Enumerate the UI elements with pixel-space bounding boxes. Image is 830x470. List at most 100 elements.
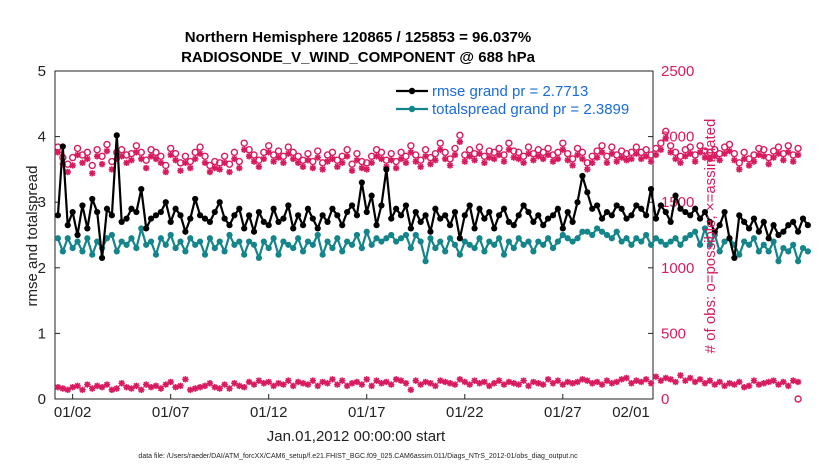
- obs-low-count-marker: [535, 380, 542, 387]
- obs-low-count-marker: [388, 381, 395, 388]
- totalspread-point: [152, 251, 160, 258]
- rmse-point: [304, 205, 312, 212]
- rmse-point: [623, 215, 630, 222]
- totalspread-point: [520, 241, 527, 248]
- obs-possible-marker: [220, 152, 229, 160]
- obs-assimilated-marker: [397, 155, 405, 163]
- rmse-point: [677, 205, 684, 212]
- rmse-point: [603, 208, 611, 216]
- obs-assimilated-marker: [647, 158, 655, 165]
- obs-assimilated-marker: [245, 153, 253, 160]
- rmse-point: [221, 215, 228, 222]
- obs-assimilated-marker: [407, 149, 415, 156]
- obs-assimilated-marker: [142, 164, 150, 172]
- obs-low-count-marker: [402, 380, 410, 387]
- obs-low-count-marker: [716, 378, 723, 386]
- obs-low-count-marker: [167, 378, 174, 386]
- rmse-point: [559, 225, 566, 232]
- totalspread-point: [741, 238, 748, 245]
- totalspread-point: [334, 235, 341, 242]
- obs-low-count-marker: [633, 377, 640, 384]
- obs-assimilated-marker: [402, 159, 410, 167]
- totalspread-point: [628, 241, 635, 248]
- obs-possible-marker: [632, 143, 641, 151]
- totalspread-point: [608, 235, 615, 242]
- totalspread-point: [799, 245, 807, 252]
- obs-assimilated-marker: [446, 162, 454, 169]
- obs-low-count-marker: [147, 383, 155, 391]
- rmse-point: [94, 208, 101, 216]
- obs-low-count-marker: [667, 376, 674, 383]
- totalspread-point: [432, 245, 439, 252]
- x-tick-label: 01/02: [54, 404, 92, 421]
- rmse-point: [726, 235, 733, 242]
- rmse-point: [260, 218, 267, 225]
- rmse-point: [373, 222, 380, 229]
- obs-assimilated-marker: [726, 147, 733, 155]
- totalspread-point: [236, 238, 243, 245]
- rmse-point: [270, 205, 277, 212]
- obs-low-count-marker: [407, 386, 415, 394]
- rmse-point: [422, 212, 429, 219]
- obs-low-count-marker: [574, 378, 581, 386]
- rmse-point: [652, 215, 660, 222]
- obs-assimilated-marker: [437, 146, 444, 153]
- obs-possible-marker: [211, 157, 219, 166]
- obs-low-count-marker: [441, 378, 449, 386]
- obs-possible-marker: [465, 146, 474, 154]
- rmse-point: [187, 215, 194, 222]
- obs-possible-marker: [760, 146, 768, 154]
- obs-assimilated-marker: [388, 157, 395, 164]
- totalspread-point: [216, 238, 223, 245]
- obs-possible-marker: [485, 147, 493, 155]
- totalspread-point: [745, 241, 753, 248]
- obs-assimilated-marker: [495, 151, 503, 159]
- obs-assimilated-marker: [623, 157, 630, 164]
- obs-possible-marker: [666, 142, 675, 150]
- rmse-point: [216, 199, 223, 206]
- totalspread-point: [280, 238, 287, 245]
- obs-assimilated-marker: [167, 151, 174, 159]
- totalspread-point: [192, 241, 199, 248]
- obs-assimilated-marker: [677, 159, 684, 167]
- obs-low-count-marker: [456, 376, 464, 383]
- totalspread-point: [397, 235, 405, 242]
- obs-low-count-marker: [618, 376, 625, 383]
- y-tick-label: 0: [38, 391, 46, 408]
- totalspread-line: [56, 227, 809, 263]
- obs-assimilated-marker: [554, 155, 562, 163]
- obs-assimilated-marker: [451, 151, 459, 159]
- totalspread-point: [368, 241, 375, 248]
- obs-possible-marker: [622, 149, 631, 158]
- totalspread-point: [329, 245, 336, 252]
- obs-assimilated-marker: [113, 155, 120, 163]
- totalspread-point: [167, 231, 174, 239]
- obs-low-count-marker: [54, 383, 62, 391]
- rmse-point: [89, 195, 96, 203]
- obs-possible-marker: [559, 139, 567, 147]
- obs-low-count-marker: [299, 380, 307, 387]
- obs-assimilated-marker: [368, 159, 375, 167]
- rmse-point: [535, 212, 542, 219]
- obs-assimilated-marker: [162, 168, 169, 176]
- obs-low-count-marker: [785, 382, 792, 390]
- obs-assimilated-marker: [706, 155, 714, 163]
- obs-low-count-marker: [579, 376, 586, 383]
- obs-assimilated-marker: [79, 159, 86, 167]
- rmse-point: [265, 222, 272, 229]
- rmse-point: [59, 143, 66, 150]
- obs-low-count-marker: [383, 378, 390, 386]
- totalspread-point: [402, 231, 410, 239]
- obs-low-count-marker: [123, 383, 130, 391]
- totalspread-point: [721, 238, 728, 245]
- obs-assimilated-marker: [789, 158, 797, 165]
- obs-assimilated-marker: [427, 160, 434, 168]
- totalspread-point: [265, 245, 272, 252]
- obs-low-count-marker: [412, 377, 419, 384]
- totalspread-point: [54, 235, 62, 242]
- obs-assimilated-marker: [662, 134, 669, 142]
- rmse-point: [569, 218, 576, 225]
- totalspread-point: [794, 258, 802, 265]
- obs-low-count-marker: [348, 380, 356, 387]
- totalspread-point: [770, 238, 777, 245]
